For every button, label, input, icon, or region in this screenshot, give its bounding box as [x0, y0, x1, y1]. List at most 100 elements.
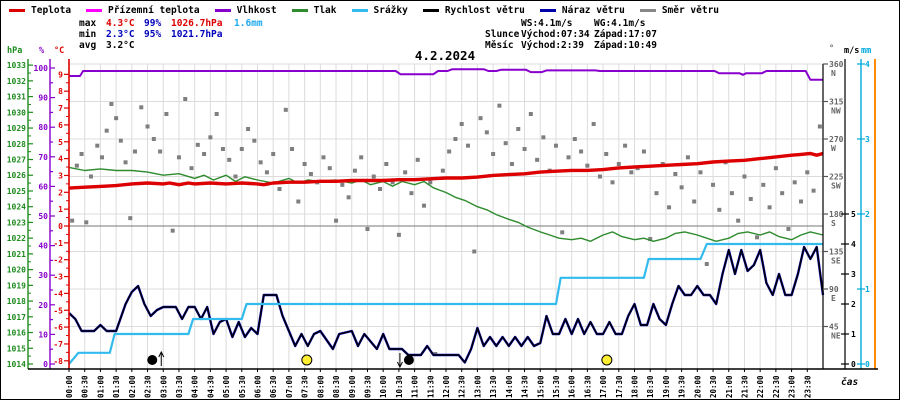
svg-text:0: 0 [851, 360, 856, 369]
legend-label: Srážky [373, 5, 408, 16]
svg-text:270: 270 [829, 135, 844, 144]
svg-text:06:30: 06:30 [269, 375, 278, 398]
legend-label: Rychlost větru [444, 5, 525, 16]
svg-text:-5: -5 [53, 306, 63, 315]
stats-row-label: avg [79, 40, 97, 51]
svg-text:315: 315 [829, 98, 844, 107]
svg-text:18:00: 18:00 [631, 375, 640, 398]
legend-swatch [422, 9, 439, 12]
svg-text:180: 180 [829, 210, 844, 219]
svg-text:3: 3 [58, 171, 63, 180]
svg-text:°: ° [829, 44, 834, 54]
svg-text:1027: 1027 [7, 156, 26, 165]
svg-text:1030: 1030 [7, 108, 26, 117]
stats-wind-sun-moon: WS:4.1m/s WG:4.1m/s Slunce Východ:07:34 Zápa… [485, 18, 657, 51]
legend-label: Tlak [313, 5, 337, 16]
svg-text:1015: 1015 [7, 344, 26, 353]
svg-text:15:30: 15:30 [552, 375, 561, 398]
astro-value: Západ:10:49 [594, 40, 657, 51]
svg-text:2: 2 [865, 210, 870, 219]
svg-text:03:00: 03:00 [159, 375, 168, 398]
svg-text:7: 7 [58, 104, 63, 113]
svg-text:6: 6 [58, 121, 63, 130]
legend-item-7: Náraz větru [539, 5, 625, 16]
stats-row-max: max 4.3°C 99% 1026.7hPa 1.6mm [79, 18, 263, 29]
stats-row-avg: avg 3.2°C [79, 40, 263, 51]
svg-text:NW: NW [831, 107, 841, 116]
stats-value: 4.3°C [106, 18, 135, 29]
svg-text:01:00: 01:00 [96, 375, 105, 398]
svg-text:16:00: 16:00 [568, 375, 577, 398]
svg-text:1032: 1032 [7, 77, 26, 86]
svg-text:19:30: 19:30 [678, 375, 687, 398]
moonrise-marker [147, 355, 158, 365]
stats-row-label: max [79, 18, 97, 29]
svg-text:4: 4 [58, 155, 63, 164]
svg-text:1028: 1028 [7, 140, 26, 149]
svg-text:05:00: 05:00 [222, 375, 231, 398]
svg-text:100: 100 [34, 64, 49, 73]
svg-text:mm: mm [861, 46, 871, 56]
astro-value [485, 18, 521, 29]
svg-text:30: 30 [38, 271, 48, 280]
svg-text:-7: -7 [53, 340, 63, 349]
svg-text:00:00: 00:00 [65, 375, 74, 398]
svg-text:°C: °C [54, 46, 64, 56]
svg-text:3: 3 [851, 270, 856, 279]
svg-text:07:30: 07:30 [301, 375, 310, 398]
astro-value: Východ:07:34 [521, 29, 590, 40]
svg-text:21:30: 21:30 [740, 375, 749, 398]
astro-row: Měsíc Východ:2:39 Západ:10:49 [485, 40, 657, 51]
series-sr-ky [68, 242, 823, 365]
stats-value: 1021.7hPa [171, 29, 223, 40]
svg-text:70: 70 [38, 153, 48, 162]
svg-text:10:30: 10:30 [395, 375, 404, 398]
svg-text:m/s: m/s [844, 46, 859, 56]
svg-text:1014: 1014 [7, 360, 26, 369]
svg-text:1: 1 [851, 330, 856, 339]
svg-text:11:30: 11:30 [426, 375, 435, 398]
svg-text:360: 360 [829, 60, 844, 69]
astro-value: WS:4.1m/s [521, 18, 573, 29]
legend-swatch [214, 9, 231, 12]
sunset-marker [601, 354, 613, 366]
svg-text:04:30: 04:30 [206, 375, 215, 398]
stats-value: 1026.7hPa [171, 18, 223, 29]
stats-value [144, 40, 171, 51]
svg-text:1016: 1016 [7, 329, 26, 338]
stats-minmaxavg: max 4.3°C 99% 1026.7hPa 1.6mm min 2.3°C 95% 1021… [79, 18, 263, 51]
sun-moon-markers [147, 350, 613, 369]
stats-value: 1.6mm [234, 18, 263, 29]
legend-label: Náraz větru [561, 5, 625, 16]
svg-text:23:30: 23:30 [803, 375, 812, 398]
svg-text:SE: SE [831, 257, 841, 266]
svg-text:2: 2 [851, 300, 856, 309]
svg-text:17:00: 17:00 [599, 375, 608, 398]
svg-text:10:00: 10:00 [379, 375, 388, 398]
legend-swatch [9, 9, 25, 12]
svg-text:1022: 1022 [7, 234, 26, 243]
svg-text:-2: -2 [53, 256, 63, 265]
svg-text:4: 4 [851, 240, 856, 249]
legend-item-1: Teplota [9, 5, 71, 16]
chart-title: 4.2.2024 [415, 48, 475, 63]
stats-row-label: min [79, 29, 97, 40]
svg-text:14:00: 14:00 [505, 375, 514, 398]
legend: Teplota Přízemní teplota Vlhkost Tlak Srážky… [9, 5, 719, 16]
svg-text:1023: 1023 [7, 218, 26, 227]
svg-text:13:00: 13:00 [473, 375, 482, 398]
svg-text:1026: 1026 [7, 171, 26, 180]
svg-text:NE: NE [831, 332, 841, 341]
svg-text:-3: -3 [53, 273, 63, 282]
svg-text:06:00: 06:00 [254, 375, 263, 398]
svg-text:07:00: 07:00 [285, 375, 294, 398]
series-teplota [68, 151, 824, 190]
stats-value: 99% [144, 18, 162, 29]
astro-row: WS:4.1m/s WG:4.1m/s [485, 18, 657, 29]
stats-value [171, 40, 234, 51]
svg-text:1018: 1018 [7, 297, 26, 306]
svg-text:S: S [831, 219, 836, 228]
svg-text:W: W [831, 144, 836, 153]
svg-text:00:30: 00:30 [81, 375, 90, 398]
svg-text:11:00: 11:00 [411, 375, 420, 398]
